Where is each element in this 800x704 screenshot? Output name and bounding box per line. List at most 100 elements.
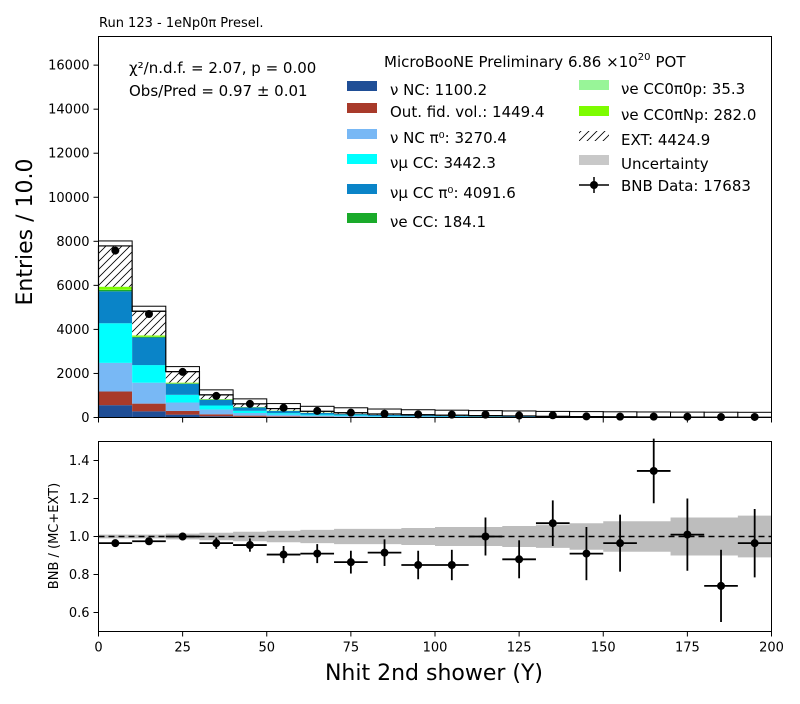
bar-3-5 — [267, 413, 301, 414]
chart-title: Run 123 - 1eNp0π Presel. — [99, 16, 264, 31]
bar-2-0 — [99, 363, 133, 392]
uncert-box-0 — [99, 241, 133, 246]
top-ytick-label-5: 10000 — [48, 191, 89, 206]
data-point-13 — [549, 411, 557, 419]
experiment-label-text: MicroBooNE Preliminary 6.86 ×10 — [384, 53, 638, 71]
legend-swatch-2 — [347, 129, 377, 139]
data-point-7 — [347, 409, 355, 417]
bar-3-1 — [132, 365, 166, 383]
bar-3-0 — [99, 323, 133, 363]
top-ytick-label-6: 12000 — [48, 147, 89, 162]
pot-unit: POT — [656, 53, 687, 71]
legend-swatch-uncertainty — [579, 155, 609, 165]
data-point-0 — [111, 247, 119, 255]
bar-1-0 — [99, 392, 133, 406]
legend-swatch-1 — [347, 103, 377, 113]
ratio-point-19 — [751, 539, 759, 547]
bar-1-1 — [132, 404, 166, 412]
ratio-point-14 — [582, 550, 590, 558]
data-point-4 — [246, 400, 254, 408]
bar-7-2 — [166, 383, 200, 384]
chi2-text: χ²/n.d.f. = 2.07, p = 0.00 — [129, 59, 316, 77]
bar-5-0 — [99, 290, 133, 291]
bar-0-1 — [132, 411, 166, 417]
ratio-point-5 — [280, 551, 288, 559]
bot-xtick-label-1: 25 — [174, 641, 191, 656]
top-ytick-label-2: 4000 — [56, 323, 89, 338]
bar-3-2 — [166, 395, 200, 403]
ratio-point-1 — [145, 537, 153, 545]
legend-label-1: Out. fid. vol.: 1449.4 — [390, 103, 545, 121]
ratio-point-6 — [313, 550, 321, 558]
data-point-5 — [280, 404, 288, 412]
stacked-bars-layer — [99, 241, 772, 418]
top-ytick-label-1: 2000 — [56, 367, 89, 382]
ratio-point-9 — [414, 561, 422, 569]
x-axis-label: Nhit 2nd shower (Y) — [325, 661, 543, 686]
bot-ytick-label-2: 1.0 — [69, 530, 90, 545]
top-ytick-label-4: 8000 — [56, 235, 89, 250]
ratio-point-16 — [650, 467, 658, 475]
ratio-point-3 — [212, 539, 220, 547]
ratio-point-18 — [717, 582, 725, 590]
ratio-point-15 — [616, 539, 624, 547]
legend-swatch-6 — [579, 80, 609, 90]
bar-4-4 — [233, 407, 267, 410]
bar-2-3 — [199, 409, 233, 414]
legend-label-3: νμ CC: 3442.3 — [390, 154, 496, 172]
legend-data-marker — [590, 181, 598, 189]
bar-4-2 — [166, 384, 200, 395]
bot-xtick-label-5: 125 — [507, 641, 532, 656]
data-point-1 — [145, 310, 153, 318]
ratio-point-12 — [515, 555, 523, 563]
legend-swatch-8 — [579, 131, 609, 141]
bar-1-3 — [199, 414, 233, 416]
experiment-label: MicroBooNE Preliminary 6.86 ×1020 POT — [384, 52, 686, 71]
bot-xtick-label-3: 75 — [343, 641, 360, 656]
bottom-y-ticks: 0.60.81.01.21.4 — [69, 454, 99, 621]
legend-swatch-5 — [347, 213, 377, 223]
bot-xtick-label-8: 200 — [759, 641, 784, 656]
bot-xtick-label-6: 150 — [591, 641, 616, 656]
top-y-axis-label: Entries / 10.0 — [13, 158, 38, 305]
pot-exponent: 20 — [638, 52, 651, 63]
bot-ytick-label-0: 0.6 — [69, 606, 90, 621]
ratio-point-2 — [179, 533, 187, 541]
bar-3-3 — [199, 405, 233, 409]
bar-2-2 — [166, 403, 200, 411]
data-point-14 — [582, 412, 590, 420]
legend-label-7: νe CC0πNp: 282.0 — [621, 106, 756, 124]
ratio-point-11 — [481, 533, 489, 541]
bar-4-1 — [132, 338, 166, 366]
top-ytick-label-3: 6000 — [56, 279, 89, 294]
legend-swatch-4 — [347, 184, 377, 194]
bot-xtick-label-4: 100 — [423, 641, 448, 656]
ratio-point-17 — [683, 531, 691, 539]
ratio-point-8 — [381, 549, 389, 557]
data-point-19 — [751, 413, 759, 421]
bar-7-0 — [99, 287, 133, 290]
data-point-15 — [616, 413, 624, 421]
ratio-point-10 — [448, 561, 456, 569]
bot-xtick-label-0: 0 — [94, 641, 102, 656]
data-point-3 — [212, 392, 220, 400]
legend-label-uncertainty: Uncertainty — [621, 155, 709, 173]
bar-7-1 — [132, 335, 166, 336]
total-outline — [99, 246, 772, 418]
legend-label-2: ν NC π⁰: 3270.4 — [390, 129, 507, 147]
data-point-8 — [381, 410, 389, 418]
obs-pred-text: Obs/Pred = 0.97 ± 0.01 — [129, 82, 308, 100]
legend-swatch-7 — [579, 106, 609, 116]
bar-0-0 — [99, 405, 133, 417]
bottom-y-axis-label: BNB / (MC+EXT) — [47, 483, 62, 589]
top-ytick-label-8: 16000 — [48, 59, 89, 74]
ratio-point-13 — [549, 519, 557, 527]
ratio-point-0 — [111, 539, 119, 547]
data-point-16 — [650, 413, 658, 421]
bar-4-0 — [99, 291, 133, 323]
top-ytick-label-7: 14000 — [48, 103, 89, 118]
legend-swatch-3 — [347, 154, 377, 164]
bar-1-4 — [233, 416, 267, 417]
legend-swatch-0 — [347, 81, 377, 91]
